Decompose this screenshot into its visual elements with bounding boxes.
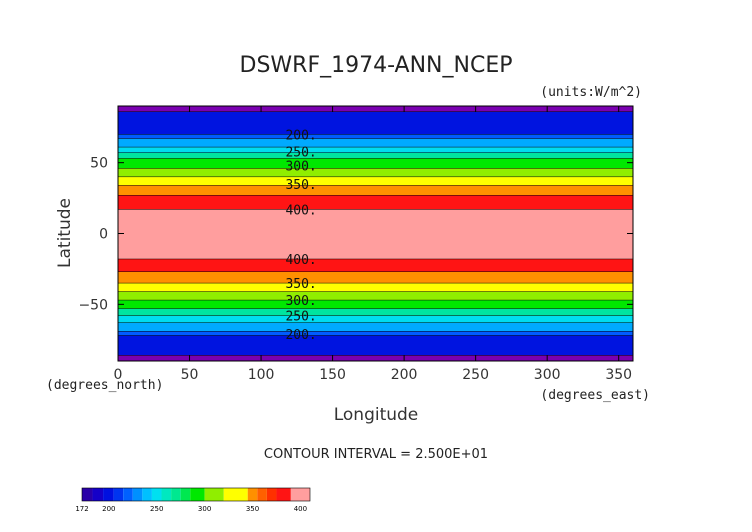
contour-label: 300. [285, 160, 316, 175]
x-axis-label: Longitude [334, 405, 419, 425]
units-label: (units:W/m^2) [540, 85, 642, 100]
contour-label: 350. [285, 178, 316, 193]
heatmap-band [118, 134, 633, 139]
y-tick-label: 50 [90, 156, 108, 172]
heatmap-band [118, 168, 633, 177]
contour-labels: 200.250.300.350.400.400.350.300.250.200. [285, 128, 316, 343]
y-tick-label: −50 [78, 297, 108, 313]
heatmap-band [118, 195, 633, 210]
colorbar-segment [161, 488, 172, 501]
x-tick-label: 100 [248, 367, 275, 383]
heatmap-band [118, 209, 633, 259]
heatmap-band [118, 291, 633, 301]
colorbar-segment [257, 488, 267, 501]
colorbar [81, 487, 311, 502]
x-tick-label: 350 [605, 367, 632, 383]
heatmap-band [118, 283, 633, 292]
heatmap-band [118, 259, 633, 272]
colorbar-segment [132, 488, 143, 501]
colorbar-segment [190, 488, 205, 501]
heatmap-band [118, 315, 633, 323]
heatmap-band [118, 152, 633, 159]
contour-label: 300. [285, 294, 316, 309]
colorbar-tick-label: 200 [102, 505, 115, 513]
contour-label: 400. [285, 203, 316, 218]
colorbar-tick-labels: 172 200 250 300 350 400 [75, 505, 307, 513]
contour-label: 400. [285, 253, 316, 268]
colorbar-tick-label: 250 [150, 505, 163, 513]
heatmap-band [118, 355, 633, 361]
colorbar-segment [204, 488, 224, 501]
colorbar-segment [142, 488, 152, 501]
x-tick-label: 150 [319, 367, 346, 383]
y-units-label: (degrees_north) [46, 378, 163, 393]
heatmap-band [118, 308, 633, 316]
axis-ticks: 0 50 100 150 200 250 300 350 −50 0 50 [78, 106, 633, 383]
heatmap-band [118, 176, 633, 186]
colorbar-segment [180, 488, 191, 501]
contour-label: 250. [285, 145, 316, 160]
colorbar-segment [171, 488, 181, 501]
colorbar-segment [82, 488, 93, 501]
contour-label: 350. [285, 277, 316, 292]
colorbar-tick-label: 400 [294, 505, 307, 513]
colorbar-segment [266, 488, 277, 501]
contour-label: 250. [285, 310, 316, 325]
x-tick-label: 200 [391, 367, 418, 383]
colorbar-segment [223, 488, 248, 501]
x-tick-label: 250 [462, 367, 489, 383]
heatmap-band [118, 271, 633, 284]
colorbar-tick-label: 300 [198, 505, 211, 513]
heatmap-band [118, 158, 633, 169]
contour-interval-note: CONTOUR INTERVAL = 2.500E+01 [264, 447, 488, 462]
x-tick-label: 0 [114, 367, 123, 383]
colorbar-tick-label: 350 [246, 505, 259, 513]
contour-label: 200. [285, 128, 316, 143]
heatmap-band [118, 335, 633, 356]
colorbar-frame [81, 487, 311, 502]
heatmap-band [118, 300, 633, 309]
y-axis-label: Latitude [55, 198, 75, 268]
heatmap-band [118, 331, 633, 336]
heatmap-band [118, 185, 633, 196]
heatmap-band [118, 322, 633, 332]
x-tick-label: 50 [181, 367, 199, 383]
chart-title: DSWRF_1974-ANN_NCEP [240, 53, 513, 78]
heatmap-band [118, 147, 633, 153]
contour-label: 200. [285, 328, 316, 343]
colorbar-segment [123, 488, 133, 501]
colorbar-segment [247, 488, 258, 501]
x-units-label: (degrees_east) [540, 388, 650, 403]
heatmap-band [118, 138, 633, 148]
colorbar-tick-label: 172 [75, 505, 88, 513]
x-tick-label: 300 [534, 367, 561, 383]
colorbar-segment [103, 488, 114, 501]
colorbar-segment [151, 488, 162, 501]
colorbar-segment [276, 488, 291, 501]
colorbar-segment [290, 488, 310, 501]
heatmap-band [118, 106, 633, 112]
heatmap-bands [118, 106, 633, 361]
colorbar-segment [92, 488, 104, 501]
colorbar-segment [113, 488, 124, 501]
heatmap-band [118, 111, 633, 135]
y-tick-label: 0 [99, 227, 108, 243]
